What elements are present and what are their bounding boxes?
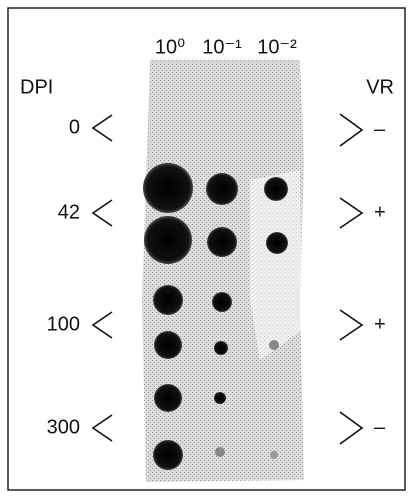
dot: [212, 292, 232, 312]
dot: [215, 447, 225, 457]
dot: [270, 451, 278, 459]
dot: [153, 285, 183, 315]
dpi-label: 100: [47, 313, 80, 335]
dot: [154, 331, 182, 359]
dot: [264, 177, 288, 201]
dot: [214, 392, 226, 404]
dpi-label: 0: [69, 116, 80, 138]
dpi-header: DPI: [20, 76, 53, 98]
dot: [266, 232, 288, 254]
page: 10⁰ 10⁻¹ 10⁻² DPI VR 0 42 100 300 – + + …: [0, 0, 414, 498]
dot: [207, 227, 237, 257]
dot: [269, 340, 279, 350]
vr-label: +: [374, 313, 386, 335]
column-header: 10⁻²: [257, 36, 297, 58]
vr-label: –: [374, 118, 386, 140]
column-header: 10⁰: [155, 36, 185, 58]
dot: [154, 384, 182, 412]
dpi-label: 300: [47, 416, 80, 438]
dot: [143, 163, 193, 213]
vr-label: +: [374, 201, 386, 223]
vr-header: VR: [366, 76, 394, 98]
vr-label: –: [374, 416, 386, 438]
dot: [153, 440, 183, 470]
dot: [206, 173, 238, 205]
dot: [214, 341, 228, 355]
column-header: 10⁻¹: [202, 36, 242, 58]
dot: [144, 216, 192, 264]
figure: 10⁰ 10⁻¹ 10⁻² DPI VR 0 42 100 300 – + + …: [0, 0, 414, 498]
dpi-label: 42: [58, 201, 80, 223]
